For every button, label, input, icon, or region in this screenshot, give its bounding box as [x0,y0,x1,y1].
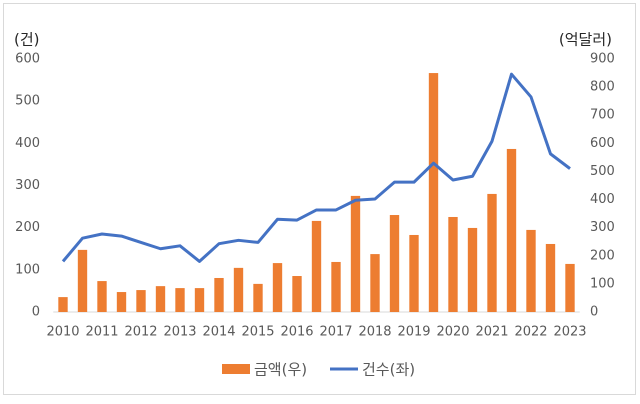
y2-tick-label: 200 [590,248,615,263]
y2-tick-label: 600 [590,136,615,151]
x-tick-label: 2011 [85,325,118,340]
bar [253,283,263,312]
bar [175,288,185,312]
bar [136,290,146,312]
y2-axis-unit: (억달러) [559,31,612,49]
bar [292,276,302,312]
bar [409,234,419,312]
bar [467,227,478,312]
x-tick-label: 2013 [163,325,196,340]
y-tick-label: 500 [15,94,40,109]
bar [77,249,88,312]
y2-tick-label: 300 [590,220,615,235]
y-axis-unit: (건) [14,31,40,49]
bar [350,195,361,312]
line [61,72,571,263]
bar [331,261,341,312]
bar [311,220,322,312]
y2-tick-label: 400 [590,192,615,207]
chart-border [3,3,636,395]
bar [58,297,68,312]
x-tick-label: 2023 [553,325,586,340]
x-tick-label: 2017 [319,325,352,340]
x-tick-label: 2021 [475,325,508,340]
bar [545,243,556,312]
y-tick-label: 600 [15,52,40,67]
x-tick-label: 2022 [514,325,547,340]
y-tick-label: 100 [15,262,40,277]
bar [389,215,400,312]
x-tick-label: 2015 [241,325,274,340]
y-tick-label: 300 [15,178,40,193]
y-tick-label: 0 [32,305,40,320]
x-tick-label: 2014 [202,325,235,340]
bar [155,286,166,312]
x-tick-label: 2012 [124,325,157,340]
x-tick-label: 2010 [46,325,79,340]
x-tick-label: 2016 [280,325,313,340]
x-tick-label: 2018 [358,325,391,340]
bar [97,281,107,312]
bar [565,263,575,312]
bar [487,193,497,312]
bar [506,148,517,312]
y2-tick-label: 500 [590,164,615,179]
bar [116,292,127,312]
legend-label: 금액(우) [254,361,307,379]
bar [233,267,244,312]
y2-tick-label: 700 [590,108,615,123]
legend-label: 건수(좌) [362,361,415,379]
y2-tick-label: 800 [590,80,615,95]
bar [526,229,536,312]
y-tick-label: 200 [15,220,40,235]
x-tick-label: 2020 [436,325,469,340]
legend-swatch [222,364,250,374]
bar [448,216,458,312]
bar [272,263,283,312]
y2-tick-label: 100 [590,276,615,291]
y2-tick-label: 0 [590,305,598,320]
bar [370,254,380,312]
bar [194,288,205,312]
x-tick-label: 2019 [397,325,430,340]
y2-tick-label: 900 [590,52,615,67]
bar [214,277,224,312]
y-tick-label: 400 [15,136,40,151]
bar [428,73,439,312]
